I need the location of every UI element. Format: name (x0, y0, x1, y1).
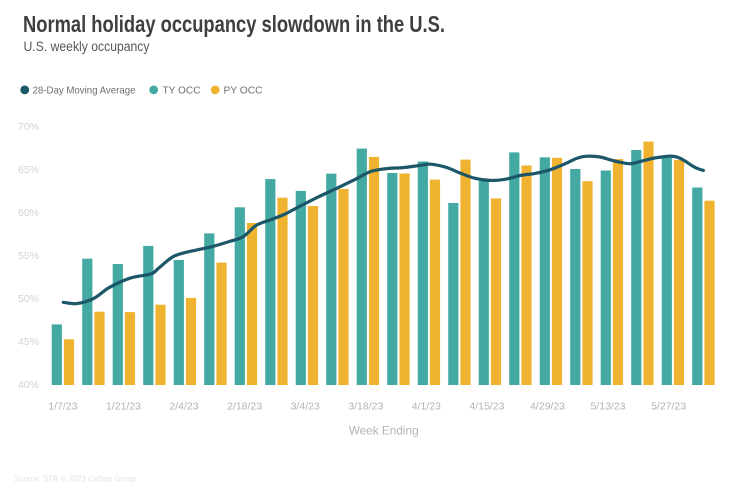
svg-text:5/13/23: 5/13/23 (590, 400, 625, 412)
svg-text:4/1/23: 4/1/23 (412, 400, 441, 412)
svg-text:65%: 65% (18, 164, 39, 176)
svg-text:4/15/23: 4/15/23 (469, 400, 504, 412)
svg-text:50%: 50% (18, 293, 39, 305)
svg-text:TY OCC: TY OCC (163, 85, 201, 97)
svg-text:5/27/23: 5/27/23 (651, 400, 686, 412)
svg-text:4/29/23: 4/29/23 (530, 400, 565, 412)
svg-text:60%: 60% (18, 207, 39, 219)
svg-text:28-Day Moving Average: 28-Day Moving Average (33, 85, 136, 97)
svg-text:3/18/23: 3/18/23 (348, 400, 383, 412)
svg-text:1/7/23: 1/7/23 (48, 400, 77, 412)
svg-text:2/18/23: 2/18/23 (227, 400, 262, 412)
svg-text:U.S. weekly occupancy: U.S. weekly occupancy (24, 39, 150, 54)
svg-text:1/21/23: 1/21/23 (106, 400, 141, 412)
svg-text:PY OCC: PY OCC (224, 85, 263, 97)
svg-text:Source: STR © 2023 CoStar Grou: Source: STR © 2023 CoStar Group (14, 474, 137, 483)
svg-text:3/4/23: 3/4/23 (291, 400, 320, 412)
svg-text:Week Ending: Week Ending (349, 423, 419, 437)
svg-text:45%: 45% (18, 336, 39, 348)
svg-text:2/4/23: 2/4/23 (169, 400, 198, 412)
svg-text:40%: 40% (18, 379, 39, 391)
svg-text:55%: 55% (18, 250, 39, 262)
svg-text:70%: 70% (18, 121, 39, 133)
svg-text:Normal holiday occupancy slowd: Normal holiday occupancy slowdown in the… (23, 11, 445, 37)
